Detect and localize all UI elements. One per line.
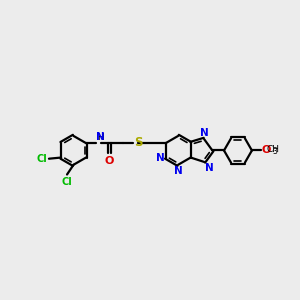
- Text: N: N: [174, 166, 182, 176]
- Text: CH: CH: [266, 145, 279, 154]
- Text: O: O: [261, 145, 271, 155]
- Text: S: S: [135, 136, 143, 149]
- Text: Cl: Cl: [36, 154, 47, 164]
- Text: Cl: Cl: [61, 177, 72, 187]
- Text: N: N: [156, 153, 165, 163]
- Text: N: N: [200, 128, 209, 138]
- Text: 3: 3: [272, 147, 277, 156]
- Text: N: N: [96, 132, 104, 142]
- Text: N: N: [205, 163, 214, 173]
- Text: H: H: [97, 134, 104, 142]
- Text: O: O: [105, 156, 114, 166]
